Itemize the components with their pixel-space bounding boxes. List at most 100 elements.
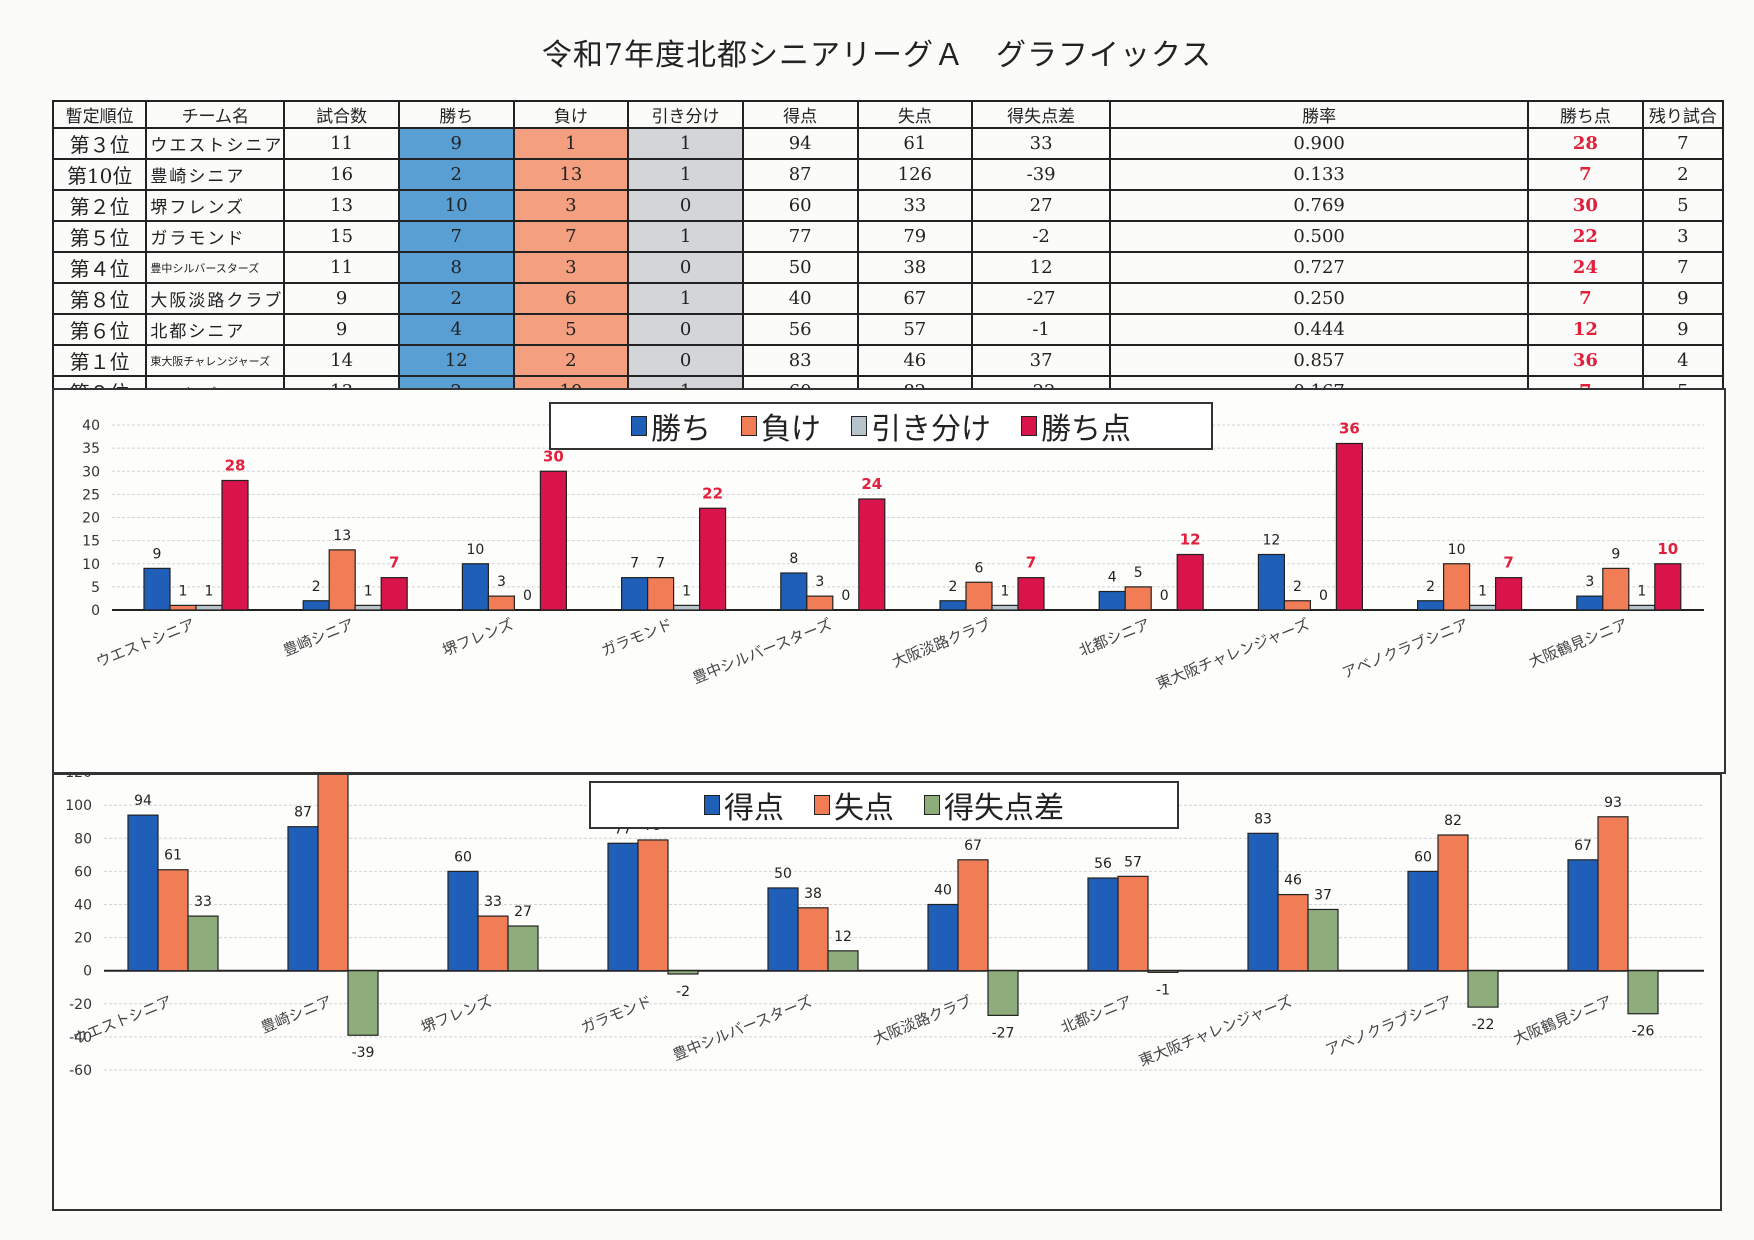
cell-games: 16 bbox=[283, 158, 400, 191]
legend-label: 負け bbox=[761, 412, 821, 447]
data-label: 67 bbox=[1574, 838, 1592, 854]
bar bbox=[317, 761, 349, 972]
bar bbox=[539, 470, 567, 611]
cell-allowed: 126 bbox=[856, 158, 974, 191]
cell-scored: 50 bbox=[741, 251, 859, 284]
x-tick-label: ガラモンド bbox=[599, 615, 675, 660]
data-label: 61 bbox=[164, 848, 182, 864]
cell-win: 2 bbox=[397, 282, 515, 315]
data-label: 3 bbox=[815, 574, 824, 590]
table-row: 第８位 大阪淡路クラブ 9 2 6 1 40 67 -27 0.250 7 9 bbox=[51, 282, 1725, 315]
bar bbox=[1283, 600, 1312, 611]
x-tick-label: 大阪淡路クラブ bbox=[870, 992, 974, 1048]
data-label: 1 bbox=[179, 583, 188, 599]
data-label: 4 bbox=[1108, 570, 1117, 586]
legend-swatch bbox=[741, 416, 757, 436]
table-row: 第２位 堺フレンズ 13 10 3 0 60 33 27 0.769 30 5 bbox=[51, 189, 1725, 222]
data-label: 67 bbox=[964, 838, 982, 854]
legend-label: 得点 bbox=[724, 791, 784, 826]
data-label: 9 bbox=[153, 546, 162, 562]
data-label: 57 bbox=[1124, 854, 1142, 870]
cell-allowed: 79 bbox=[856, 220, 974, 253]
y-tick-label: 5 bbox=[91, 580, 100, 596]
legend-swatch bbox=[1021, 416, 1037, 436]
bar bbox=[827, 950, 859, 972]
bar bbox=[957, 859, 989, 972]
cell-pct: 0.900 bbox=[1109, 127, 1530, 160]
data-label: 7 bbox=[389, 554, 399, 572]
cell-pct: 0.500 bbox=[1109, 220, 1530, 253]
data-label: 6 bbox=[975, 560, 984, 576]
data-label: 82 bbox=[1444, 813, 1462, 829]
y-tick-label: 0 bbox=[83, 964, 92, 980]
cell-allowed: 61 bbox=[856, 127, 974, 160]
bar bbox=[797, 907, 829, 972]
cell-win: 9 bbox=[397, 127, 515, 160]
bar bbox=[698, 507, 727, 611]
y-tick-label: 40 bbox=[74, 898, 92, 914]
cell-draw: 1 bbox=[627, 282, 744, 315]
data-label: 3 bbox=[1585, 574, 1594, 590]
y-tick-label: 100 bbox=[65, 798, 92, 814]
y-tick-label: 20 bbox=[82, 511, 100, 527]
data-label: -27 bbox=[992, 1025, 1015, 1041]
bar bbox=[1467, 970, 1499, 1008]
data-label: 1 bbox=[1637, 583, 1646, 599]
bar bbox=[354, 604, 382, 611]
x-tick-label: 北都シニア bbox=[1076, 615, 1152, 660]
bar bbox=[1576, 595, 1604, 611]
cell-draw: 1 bbox=[627, 158, 744, 191]
data-label: 60 bbox=[454, 849, 472, 865]
cell-draw: 0 bbox=[627, 344, 744, 377]
data-label: 28 bbox=[225, 457, 246, 475]
bar bbox=[767, 887, 799, 972]
legend-item: 負け bbox=[741, 404, 821, 448]
data-label: 40 bbox=[934, 883, 952, 899]
cell-remaining: 9 bbox=[1641, 313, 1725, 346]
bar bbox=[1257, 553, 1286, 611]
cell-draw: 0 bbox=[627, 251, 744, 284]
data-label: 12 bbox=[834, 929, 852, 945]
bar bbox=[646, 577, 675, 611]
cell-points: 7 bbox=[1527, 282, 1644, 315]
data-label: 33 bbox=[484, 894, 502, 910]
data-label: 87 bbox=[294, 805, 312, 821]
bar bbox=[487, 595, 515, 611]
data-label: 83 bbox=[1254, 811, 1272, 827]
legend-swatch bbox=[631, 416, 647, 436]
cell-win: 7 bbox=[397, 220, 515, 253]
y-tick-label: 20 bbox=[74, 931, 92, 947]
legend-label: 失点 bbox=[834, 791, 894, 826]
y-tick-label: 30 bbox=[82, 464, 100, 480]
x-tick-label: 北都シニア bbox=[1058, 992, 1134, 1037]
bar bbox=[1307, 908, 1339, 972]
data-label: 12 bbox=[1262, 533, 1280, 549]
data-label: -26 bbox=[1632, 1024, 1655, 1040]
data-label: 10 bbox=[1448, 542, 1466, 558]
data-label: 0 bbox=[1160, 588, 1169, 604]
table-row: 第６位 北都シニア 9 4 5 0 56 57 -1 0.444 12 9 bbox=[51, 313, 1725, 346]
bar bbox=[1277, 893, 1309, 972]
data-label: -22 bbox=[1472, 1017, 1495, 1033]
cell-win: 12 bbox=[397, 344, 515, 377]
data-label: -1 bbox=[1156, 982, 1170, 998]
y-tick-label: 120 bbox=[65, 775, 92, 781]
x-tick-label: 豊中シルバースターズ bbox=[690, 615, 834, 687]
cell-loss: 3 bbox=[512, 251, 630, 284]
bar bbox=[127, 814, 159, 972]
table-row: 第４位 豊中シルバースターズ 11 8 3 0 50 38 12 0.727 24 7 bbox=[51, 251, 1725, 284]
cell-pct: 0.133 bbox=[1109, 158, 1530, 191]
bar bbox=[806, 595, 834, 611]
legend-label: 勝ち点 bbox=[1041, 412, 1131, 447]
cell-loss: 3 bbox=[512, 189, 630, 222]
column-header-pct: 勝率 bbox=[1109, 100, 1530, 129]
x-tick-label: 東大阪チャレンジャーズ bbox=[1154, 615, 1312, 693]
y-tick-label: -20 bbox=[69, 997, 92, 1013]
cell-rank: 第３位 bbox=[51, 127, 148, 160]
bar bbox=[1407, 870, 1439, 972]
bar bbox=[1654, 563, 1682, 611]
data-label: 60 bbox=[1414, 849, 1432, 865]
x-tick-label: 豊崎シニア bbox=[280, 615, 356, 660]
data-label: -39 bbox=[352, 1045, 375, 1061]
